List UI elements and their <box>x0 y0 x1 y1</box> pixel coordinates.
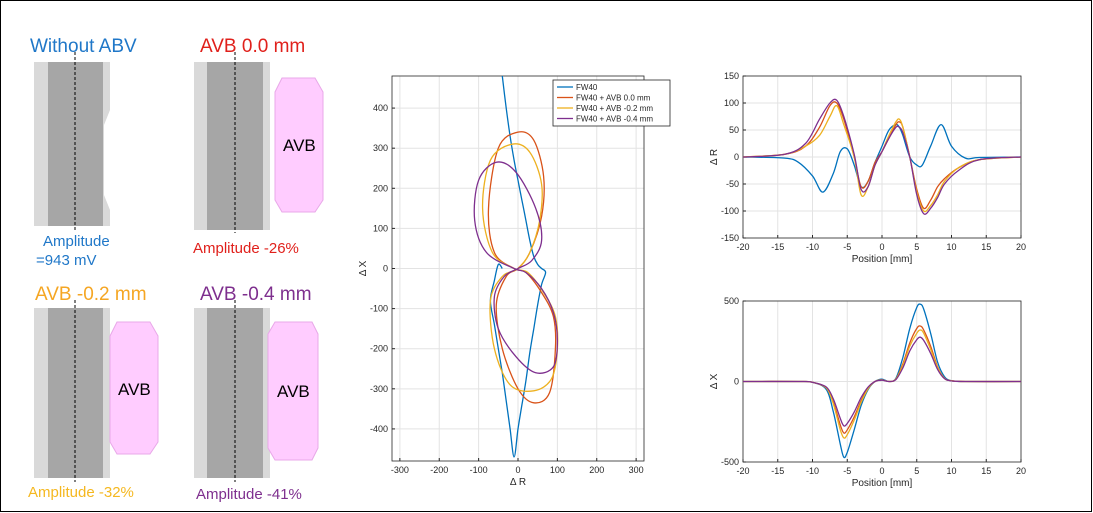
y-tick-label: 0 <box>734 152 739 162</box>
x-tick-label: -100 <box>470 465 488 475</box>
x-tick-label: 15 <box>981 242 991 252</box>
amplitude-label: =943 mV <box>36 252 97 269</box>
x-tick-label: 5 <box>914 466 919 476</box>
panel-title: AVB -0.2 mm <box>35 284 147 305</box>
x-tick-label: -300 <box>391 465 409 475</box>
x-tick-label: 15 <box>981 466 991 476</box>
x-axis-label: Position [mm] <box>852 478 913 489</box>
series-line <box>743 98 1021 215</box>
y-tick-label: -150 <box>721 233 739 243</box>
legend-label: FW40 + AVB -0.4 mm <box>576 115 653 124</box>
x-tick-label: 0 <box>515 465 520 475</box>
x-tick-label: -15 <box>771 466 784 476</box>
y-axis-label: Δ R <box>709 149 720 165</box>
x-tick-label: -10 <box>806 242 819 252</box>
panel-without-abv <box>34 52 110 230</box>
amplitude-label: Amplitude -41% <box>196 486 302 503</box>
series-line <box>489 76 547 458</box>
chart-3: -20 -15 -10 -5 0 5 10 15 20 -500 0 500 Position [mm]… <box>709 296 1026 489</box>
y-tick-label: 400 <box>373 103 388 113</box>
x-axis-label: Δ R <box>510 477 526 488</box>
y-tick-label: 50 <box>729 125 739 135</box>
avb-block <box>109 321 159 455</box>
panel-avb-0 <box>194 52 324 233</box>
x-tick-label: 5 <box>914 242 919 252</box>
y-tick-label: 100 <box>373 223 388 233</box>
y-tick-label: -400 <box>370 424 388 434</box>
x-tick-label: 20 <box>1016 242 1026 252</box>
y-tick-label: 0 <box>383 264 388 274</box>
tube-schematics <box>34 52 324 482</box>
x-axis-label: Position [mm] <box>852 254 913 265</box>
series-line <box>473 161 559 374</box>
y-tick-label: 0 <box>734 377 739 387</box>
x-tick-label: 10 <box>946 466 956 476</box>
x-tick-label: -10 <box>806 466 819 476</box>
chart-2: -20 -15 -10 -5 0 5 10 15 20-150-100-50050100150P… <box>709 71 1026 265</box>
x-tick-label: 0 <box>879 242 884 252</box>
y-tick-label: -200 <box>370 344 388 354</box>
amplitude-label: Amplitude -32% <box>28 484 134 501</box>
y-tick-label: -300 <box>370 384 388 394</box>
avb-label: AVB <box>283 136 316 155</box>
legend-label: FW40 <box>576 83 598 92</box>
series-line <box>743 123 1021 193</box>
y-tick-label: 500 <box>724 296 739 306</box>
x-tick-label: -200 <box>430 465 448 475</box>
x-tick-label: -5 <box>843 466 851 476</box>
y-tick-label: -100 <box>370 304 388 314</box>
avb-label: AVB <box>118 380 151 399</box>
y-tick-label: 100 <box>724 98 739 108</box>
y-axis-label: Δ X <box>358 260 369 276</box>
avb-block <box>274 77 324 213</box>
x-tick-label: 300 <box>629 465 644 475</box>
y-tick-label: 200 <box>373 183 388 193</box>
y-tick-label: -100 <box>721 206 739 216</box>
x-tick-label: -20 <box>736 466 749 476</box>
legend-label: FW40 + AVB 0.0 mm <box>576 94 651 103</box>
x-tick-label: 200 <box>589 465 604 475</box>
legend-label: FW40 + AVB -0.2 mm <box>576 104 653 113</box>
panel-title: Without ABV <box>30 36 137 57</box>
avb-block <box>267 321 319 461</box>
y-tick-label: 300 <box>373 143 388 153</box>
series-line <box>743 104 1021 213</box>
panel-title: AVB 0.0 mm <box>200 36 306 57</box>
axes-box <box>391 75 645 462</box>
x-tick-label: 0 <box>879 466 884 476</box>
panel-avb-0.2 <box>34 300 159 482</box>
amplitude-label: Amplitude -26% <box>193 240 299 257</box>
x-tick-label: 100 <box>550 465 565 475</box>
y-axis-label: Δ X <box>709 373 720 389</box>
x-tick-label: -5 <box>843 242 851 252</box>
panel-avb-0.4 <box>194 300 319 482</box>
x-tick-label: 10 <box>946 242 956 252</box>
x-tick-label: -15 <box>771 242 784 252</box>
avb-label: AVB <box>277 382 310 401</box>
amplitude-label: Amplitude <box>43 233 110 250</box>
y-tick-label: 150 <box>724 71 739 81</box>
y-tick-label: -50 <box>726 179 739 189</box>
x-tick-label: -20 <box>736 242 749 252</box>
y-tick-label: -500 <box>721 457 739 467</box>
chart-1: -300 -200 -100 0 100 200 300 -400 -300 -200 -100 0 1… <box>358 75 671 488</box>
x-tick-label: 20 <box>1016 466 1026 476</box>
series-line <box>743 336 1021 427</box>
panel-title: AVB -0.4 mm <box>200 284 312 305</box>
series-line <box>487 131 557 404</box>
